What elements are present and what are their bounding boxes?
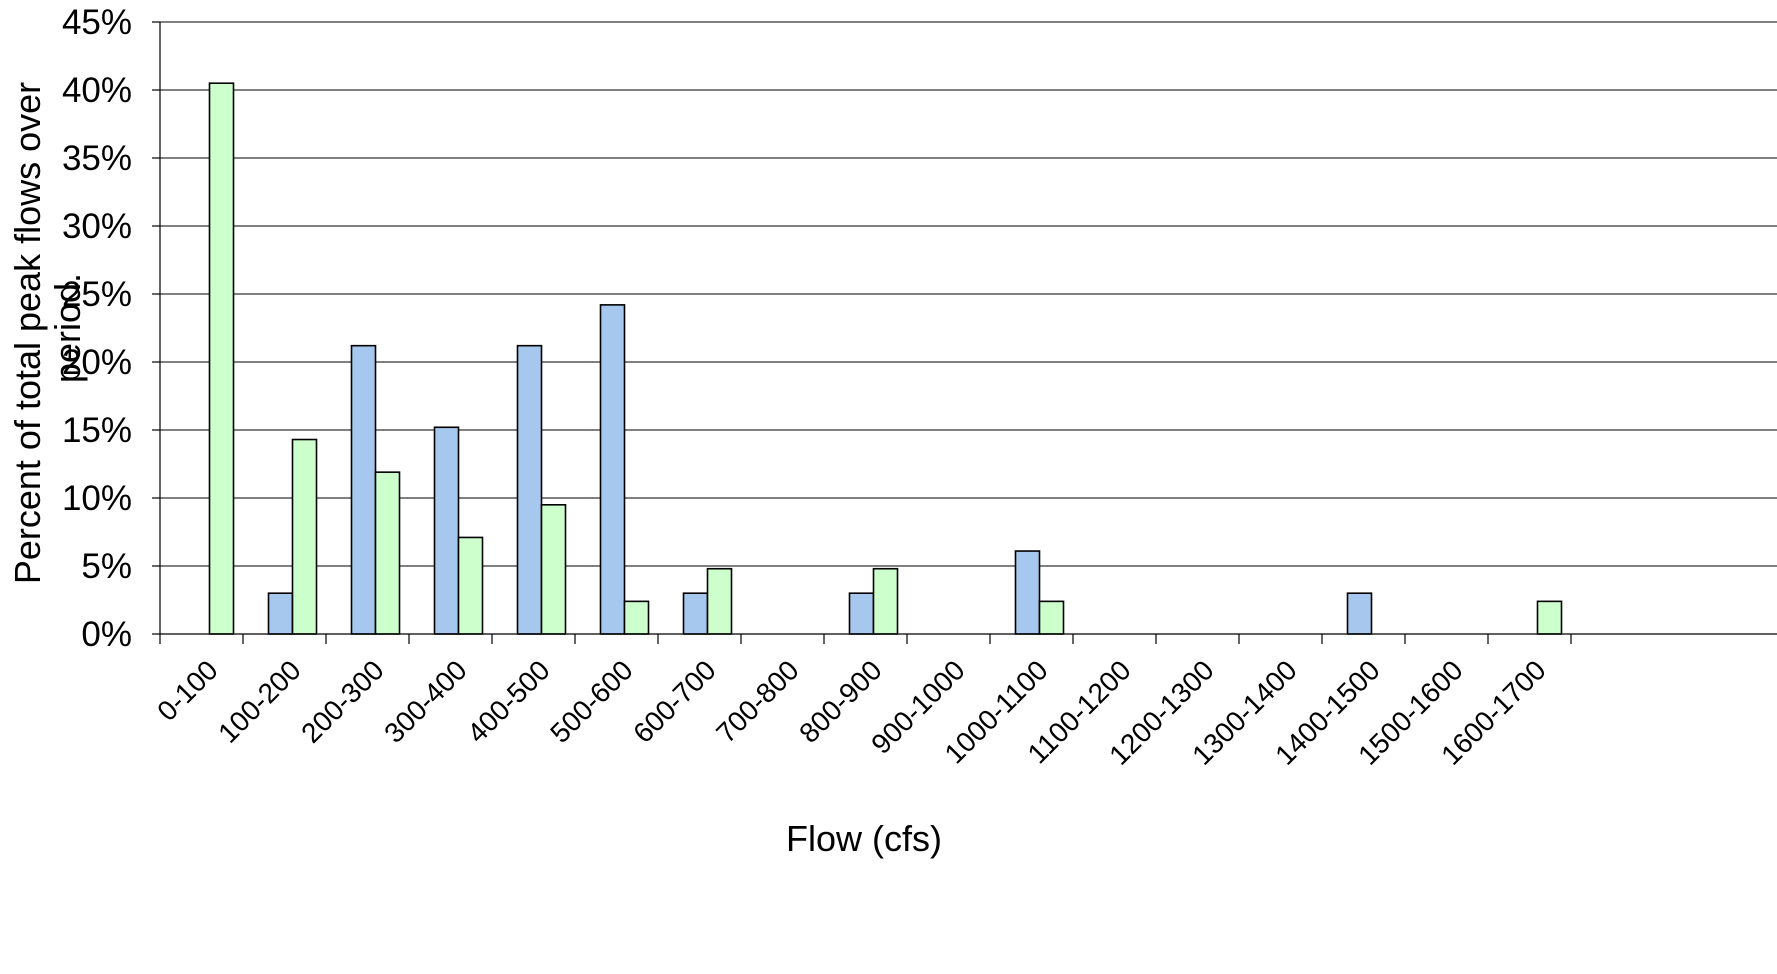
y-tick-label: 30% — [62, 207, 132, 246]
bar — [872, 567, 899, 635]
bar — [1038, 600, 1065, 635]
bar — [599, 304, 626, 635]
bar — [1014, 550, 1041, 635]
bar — [682, 592, 709, 635]
bar — [374, 471, 401, 635]
x-tick-labels: 0-100100-200200-300300-400400-500500-600… — [151, 654, 1552, 771]
y-tick-label: 25% — [62, 275, 132, 314]
x-tick-label: 600-700 — [627, 654, 722, 749]
y-tick-label: 40% — [62, 71, 132, 110]
bar — [848, 592, 875, 635]
y-axis-title-line-2: period. — [47, 273, 88, 383]
bar — [516, 344, 543, 635]
bar — [1346, 592, 1373, 635]
x-tick-label: 200-300 — [295, 654, 390, 749]
y-tick-label: 0% — [81, 615, 132, 654]
bar — [457, 536, 484, 635]
gridlines — [160, 21, 1777, 567]
axes — [152, 21, 1777, 644]
bar — [350, 344, 377, 635]
x-tick-label: 700-800 — [710, 654, 805, 749]
y-tick-label: 20% — [62, 343, 132, 382]
bar — [706, 567, 733, 635]
bar — [433, 426, 460, 635]
bars — [208, 82, 1563, 635]
x-tick-label: 300-400 — [378, 654, 473, 749]
bar — [540, 503, 567, 635]
x-tick-label: 500-600 — [544, 654, 639, 749]
bar — [291, 438, 318, 635]
bar — [267, 592, 294, 635]
x-axis-title: Flow (cfs) — [786, 818, 942, 859]
y-tick-label: 15% — [62, 411, 132, 450]
bar — [623, 600, 650, 635]
y-axis-title-line-1: Percent of total peak flows over — [7, 82, 48, 584]
x-tick-label: 0-100 — [151, 654, 224, 727]
y-tick-label: 45% — [62, 3, 132, 42]
y-tick-label: 35% — [62, 139, 132, 178]
x-tick-label: 400-500 — [461, 654, 556, 749]
y-tick-labels: 0% 5% 10% 15% 20% 25% 30% 35% 40% 45% — [62, 3, 132, 654]
x-tick-label: 100-200 — [212, 654, 307, 749]
y-axis-title: Percent of total peak flows over period. — [7, 72, 88, 584]
bar — [1536, 600, 1563, 635]
y-tick-label: 10% — [62, 479, 132, 518]
bar — [208, 82, 235, 635]
y-tick-label: 5% — [81, 547, 132, 586]
